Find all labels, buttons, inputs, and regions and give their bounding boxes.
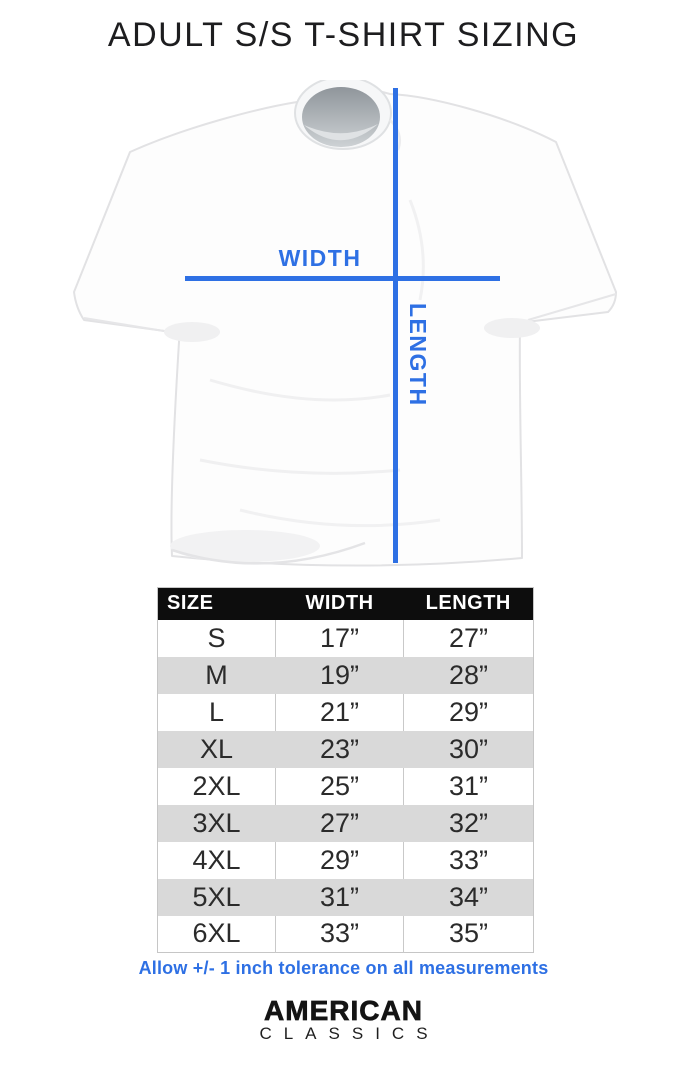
size-cell: S [207, 622, 226, 653]
width-cell: 23” [275, 730, 404, 768]
size-column-header: SIZE [157, 587, 276, 620]
length-measure-line [393, 88, 398, 563]
size-table-row: 5XL 31” 34” [157, 878, 534, 916]
size-cell: XL [199, 733, 234, 764]
length-cell: 28” [403, 656, 534, 694]
size-table-row: L 21” 29” [158, 693, 534, 731]
length-cell: 31” [403, 767, 534, 805]
size-cell: 6XL [192, 918, 241, 949]
width-cell: 29” [275, 841, 404, 879]
size-cell: 5XL [192, 881, 241, 912]
size-cell: 3XL [192, 807, 241, 838]
width-measure-line [185, 276, 500, 281]
length-cell: 33” [403, 841, 534, 879]
size-table-row: 4XL 29” 33” [158, 841, 534, 879]
length-column-header: LENGTH [403, 587, 534, 620]
size-table: SIZE WIDTH LENGTH S 17” 27” M 19” 28” L 21” 29” X… [157, 587, 534, 953]
length-cell: 32” [403, 804, 534, 842]
width-cell: 19” [275, 656, 404, 694]
tshirt-image [60, 76, 630, 580]
length-cell: 30” [403, 730, 534, 768]
length-label: LENGTH [405, 303, 431, 407]
width-cell: 25” [275, 767, 404, 805]
size-cell: L [208, 696, 225, 727]
width-cell: 21” [275, 693, 404, 731]
size-table-row: 3XL 27” 32” [157, 804, 534, 842]
size-cell: 2XL [192, 770, 241, 801]
size-table-row: 6XL 33” 35” [158, 915, 534, 953]
length-cell: 35” [403, 915, 534, 953]
width-label: WIDTH [278, 245, 362, 271]
brand-logo: AMERICAN CLASSICS [0, 995, 687, 1044]
size-table-row: XL 23” 30” [157, 730, 534, 768]
length-cell: 34” [403, 878, 534, 916]
size-table-row: M 19” 28” [157, 656, 534, 694]
brand-name-primary: AMERICAN [264, 995, 423, 1026]
width-column-header: WIDTH [275, 587, 404, 620]
tolerance-note: Allow +/- 1 inch tolerance on all measur… [138, 958, 549, 978]
size-cell: M [205, 659, 228, 690]
tshirt-illustration [73, 76, 617, 567]
size-cell: 4XL [192, 844, 241, 875]
size-table-body: S 17” 27” M 19” 28” L 21” 29” XL 23” 30” 2XL 25” 31” 3X… [157, 619, 534, 953]
size-table-row: 2XL 25” 31” [158, 767, 534, 805]
length-cell: 29” [403, 693, 534, 731]
brand-name-secondary: CLASSICS [259, 1024, 440, 1044]
length-cell: 27” [403, 619, 534, 657]
width-cell: 17” [275, 619, 404, 657]
width-cell: 27” [275, 804, 404, 842]
width-cell: 33” [275, 915, 404, 953]
size-table-header-row: SIZE WIDTH LENGTH [157, 587, 534, 620]
width-cell: 31” [275, 878, 404, 916]
page-title: ADULT S/S T-SHIRT SIZING [107, 16, 580, 54]
size-table-row: S 17” 27” [158, 619, 534, 657]
